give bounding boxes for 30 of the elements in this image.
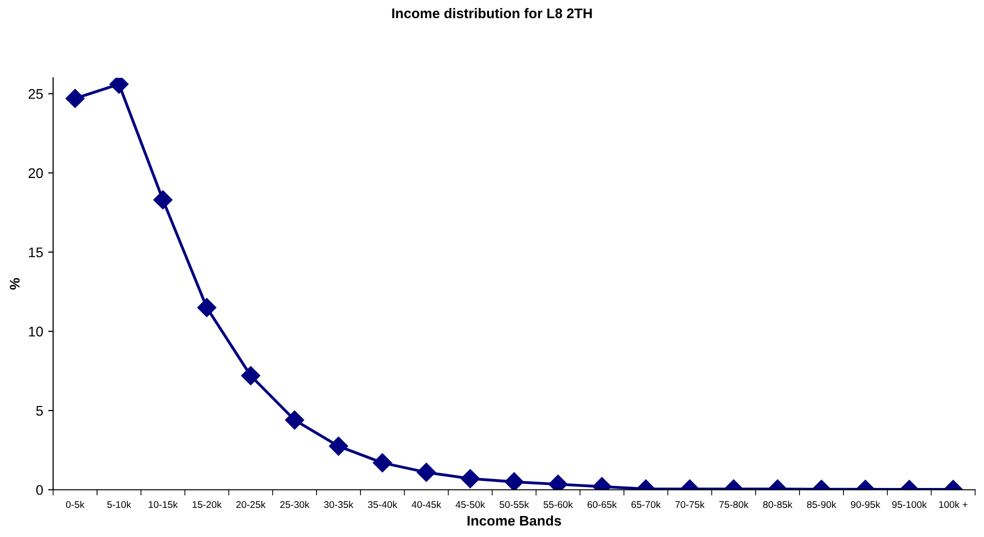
- x-tick-label: 45-50k: [456, 500, 486, 508]
- y-tick-label: 15: [29, 248, 43, 258]
- x-tick-label: 40-45k: [412, 500, 442, 508]
- y-tick-label: 5: [36, 406, 43, 416]
- x-tick-label: 0-5k: [66, 500, 85, 508]
- x-tick-label: 60-65k: [588, 500, 617, 508]
- y-tick-label: 10: [29, 326, 43, 336]
- x-tick-label: 35-40k: [368, 500, 398, 508]
- x-tick-label: 30-35k: [324, 500, 354, 508]
- x-tick-label: 90-95k: [850, 500, 880, 508]
- x-tick-label: 95-100k: [892, 500, 927, 508]
- x-tick-label: 75-80k: [719, 500, 749, 508]
- x-tick-label: 15-20k: [192, 500, 222, 508]
- x-tick-label: 100k +: [939, 500, 968, 508]
- x-tick-label: 50-55k: [500, 500, 530, 508]
- x-tick-label: 20-25k: [236, 500, 266, 508]
- x-tick-label: 70-75k: [675, 500, 705, 508]
- x-tick-label: 5-10k: [107, 500, 132, 508]
- y-tick-label: 0: [36, 485, 43, 495]
- y-tick-label: 20: [28, 168, 43, 178]
- y-tick-label: 25: [28, 89, 43, 99]
- x-tick-label: 10-15k: [148, 500, 178, 508]
- x-tick-label: 80-85k: [763, 500, 792, 508]
- y-axis-title: %: [10, 278, 20, 290]
- x-tick-label: 85-90k: [807, 500, 836, 508]
- x-tick-label: 25-30k: [280, 500, 310, 508]
- x-tick-label: 55-60k: [544, 500, 573, 508]
- x-axis-title: Income Bands: [468, 515, 562, 526]
- chart-title: Income distribution for L8 2TH: [392, 8, 592, 18]
- x-tick-label: 65-70k: [631, 500, 661, 508]
